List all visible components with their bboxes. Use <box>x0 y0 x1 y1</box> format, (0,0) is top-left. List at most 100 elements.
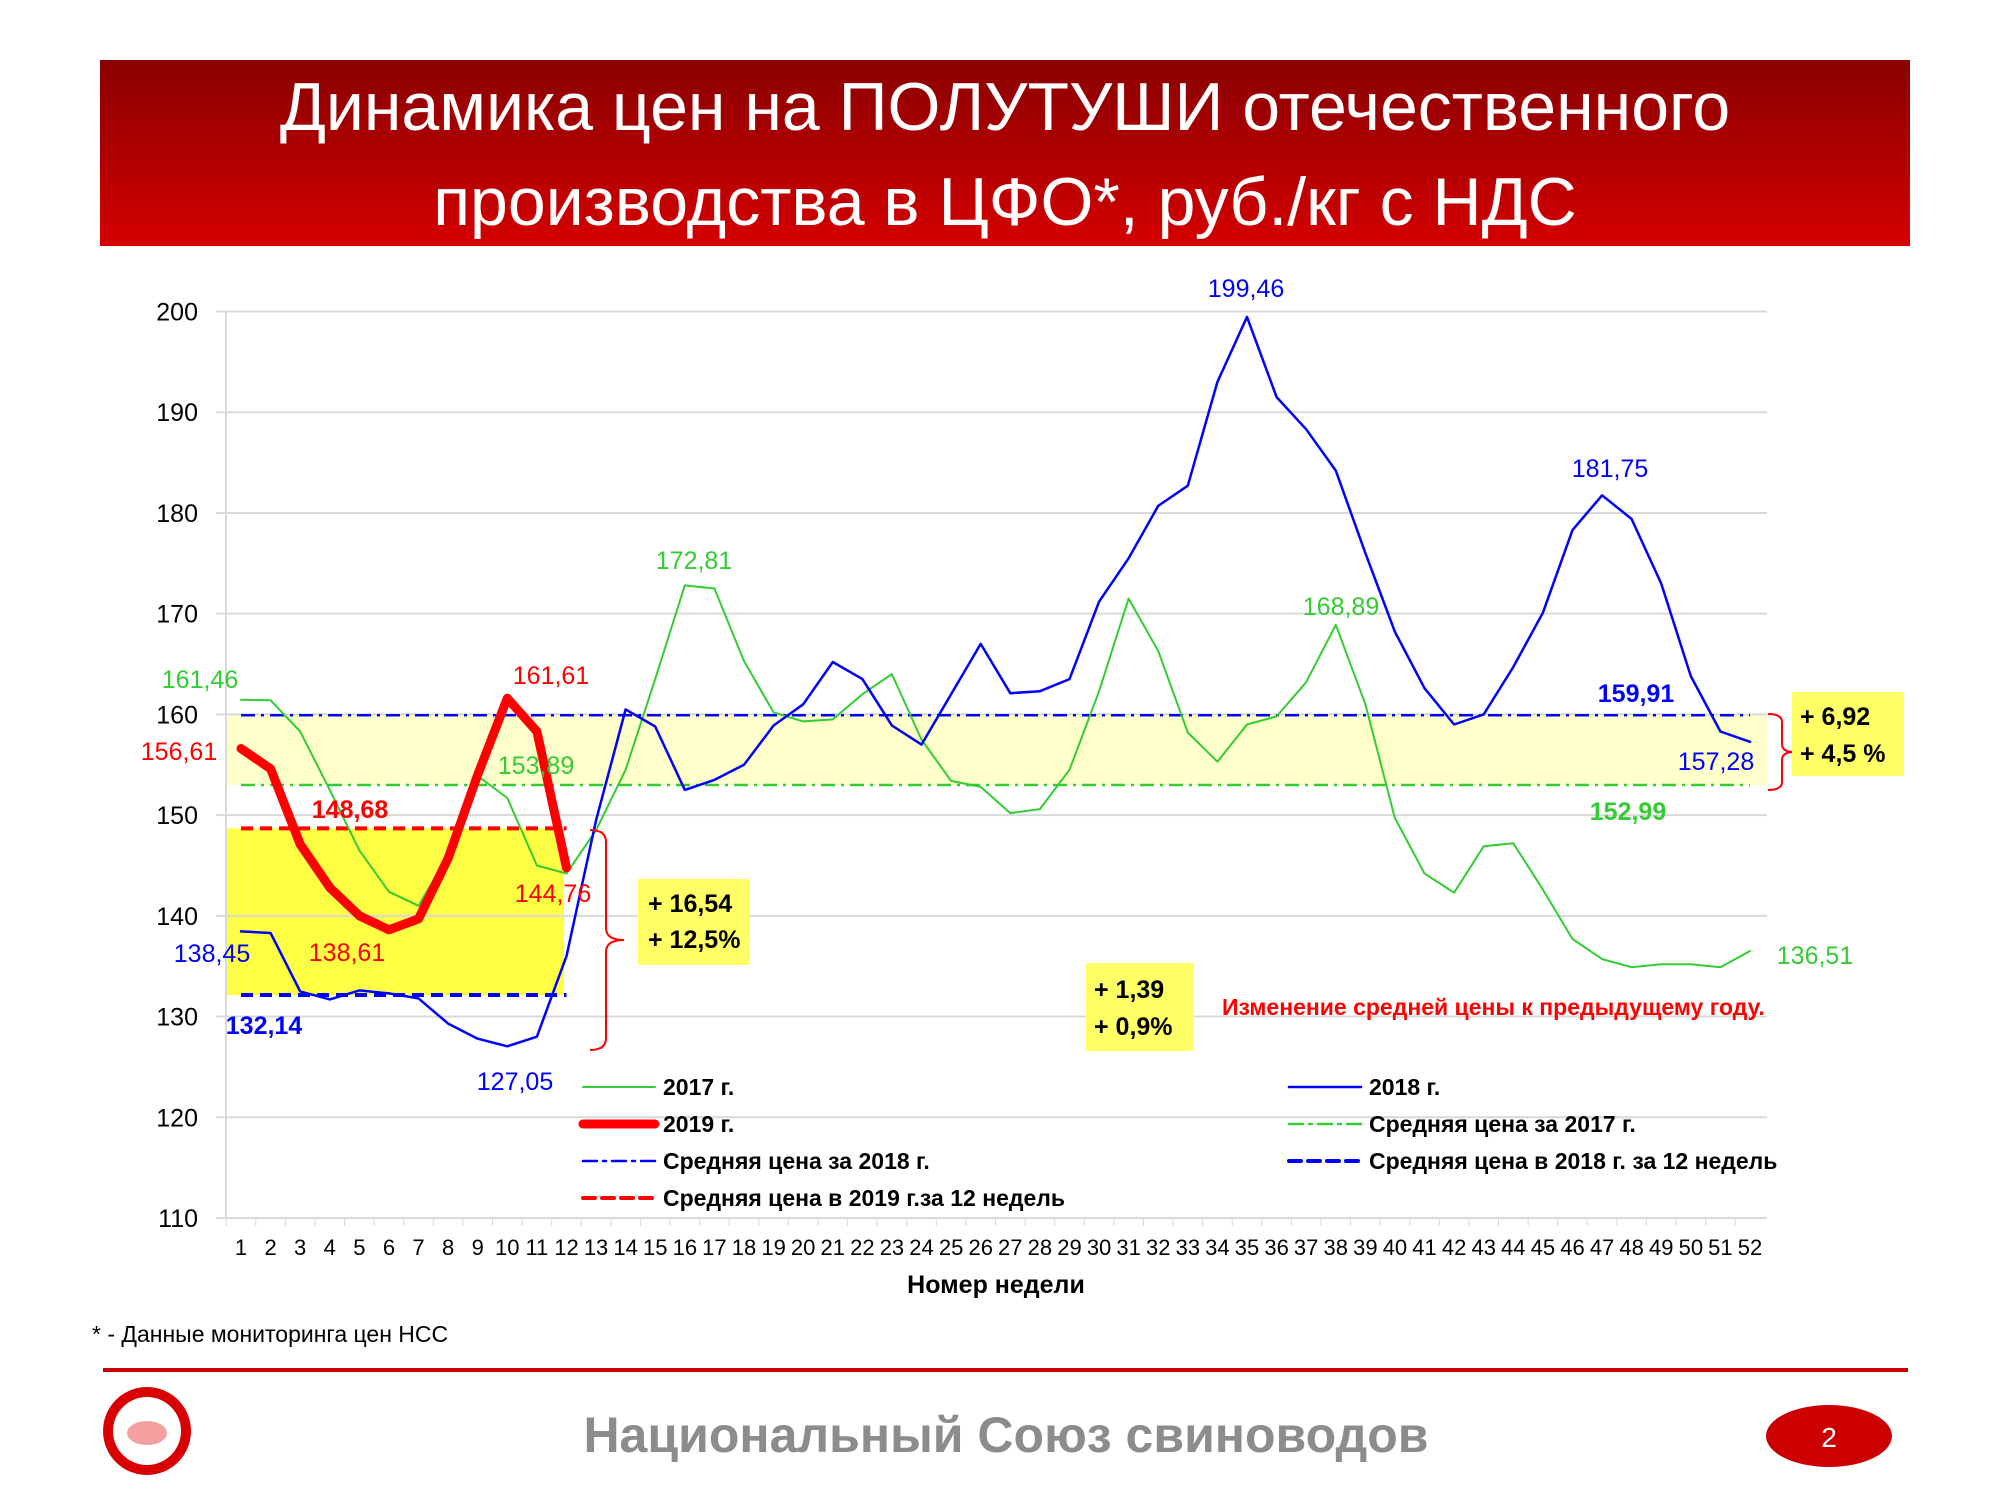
data-label: 144,76 <box>515 880 591 908</box>
legend-item: Средняя цена за 2017 г. <box>1289 1111 1636 1137</box>
change-box-mid: + 1,39 + 0,9% <box>1086 963 1194 1051</box>
x-tick-label: 29 <box>1057 1235 1081 1260</box>
legend-label: Средняя цена в 2018 г. за 12 недель <box>1369 1148 1777 1174</box>
x-tick-label: 45 <box>1531 1235 1555 1260</box>
x-tick-label: 34 <box>1205 1235 1229 1260</box>
x-tick-label: 48 <box>1619 1235 1643 1260</box>
x-tick-label: 9 <box>472 1235 484 1260</box>
x-tick-label: 12 <box>554 1235 578 1260</box>
y-tick-label: 150 <box>156 802 198 830</box>
band-2017-2018 <box>226 715 1767 785</box>
x-tick-label: 51 <box>1708 1235 1732 1260</box>
x-tick-label: 28 <box>1028 1235 1052 1260</box>
x-tick-label: 50 <box>1679 1235 1703 1260</box>
data-label: 127,05 <box>477 1068 553 1096</box>
change-2019-pct: + 12,5% <box>648 926 740 954</box>
data-label: 136,51 <box>1777 942 1853 970</box>
data-label: 199,46 <box>1208 275 1284 303</box>
legend-label: Средняя цена за 2017 г. <box>1369 1111 1636 1137</box>
legend-item: 2018 г. <box>1289 1074 1440 1100</box>
data-label: 168,89 <box>1303 593 1379 621</box>
legend-item: Средняя цена в 2018 г. за 12 недель <box>1289 1148 1777 1174</box>
y-tick-label: 130 <box>156 1004 198 1032</box>
x-axis-title: Номер недели <box>907 1271 1085 1299</box>
y-tick-label: 120 <box>156 1104 198 1132</box>
x-tick-label: 46 <box>1560 1235 1584 1260</box>
x-tick-label: 37 <box>1294 1235 1318 1260</box>
change-2019-abs: + 16,54 <box>648 890 732 918</box>
data-label: 153,89 <box>498 752 574 780</box>
avg-2019-12w-label: 148,68 <box>312 796 389 824</box>
legend-label: 2018 г. <box>1369 1074 1440 1100</box>
legend-item: 2017 г. <box>583 1074 734 1100</box>
y-tick-label: 110 <box>158 1205 198 1233</box>
x-tick-label: 8 <box>442 1235 454 1260</box>
x-tick-label: 31 <box>1116 1235 1140 1260</box>
change-note: Изменение средней цены к предыдущему год… <box>1222 994 1765 1020</box>
x-tick-label: 14 <box>613 1235 637 1260</box>
x-tick-label: 18 <box>732 1235 756 1260</box>
data-label: 157,28 <box>1678 748 1754 776</box>
data-label: 138,45 <box>174 940 250 968</box>
title-line-2: производства в ЦФО*, руб./кг с НДС <box>433 164 1577 240</box>
x-tick-label: 10 <box>495 1235 519 1260</box>
change-mid-abs: + 1,39 <box>1094 976 1164 1004</box>
legend-item: Средняя цена за 2018 г. <box>583 1148 930 1174</box>
y-tick-label: 170 <box>156 601 198 629</box>
x-tick-label: 11 <box>525 1235 548 1260</box>
x-tick-label: 20 <box>791 1235 815 1260</box>
brace-2018 <box>1768 714 1794 790</box>
x-tick-label: 52 <box>1738 1235 1762 1260</box>
change-2018-abs: + 6,92 <box>1800 703 1870 731</box>
legend-label: Средняя цена за 2018 г. <box>663 1148 930 1174</box>
y-tick-label: 200 <box>156 299 198 327</box>
x-tick-label: 1 <box>235 1235 247 1260</box>
x-tick-label: 23 <box>880 1235 904 1260</box>
x-tick-label: 38 <box>1324 1235 1348 1260</box>
change-box-2018: + 6,92 + 4,5 % <box>1792 692 1904 776</box>
y-tick-label: 140 <box>156 903 198 931</box>
y-tick-label: 190 <box>156 399 198 427</box>
x-tick-label: 4 <box>324 1235 336 1260</box>
data-label: 172,81 <box>656 547 732 575</box>
x-tick-label: 47 <box>1590 1235 1614 1260</box>
footer-organization: Национальный Союз свиноводов <box>583 1407 1428 1463</box>
x-tick-label: 44 <box>1501 1235 1525 1260</box>
x-tick-label: 22 <box>850 1235 874 1260</box>
legend: 2017 г. 2018 г. 2019 г. Средняя цена за 201… <box>583 1074 1777 1211</box>
x-tick-label: 35 <box>1235 1235 1259 1260</box>
x-tick-label: 42 <box>1442 1235 1466 1260</box>
x-tick-label: 17 <box>702 1235 726 1260</box>
x-tick-label: 24 <box>909 1235 933 1260</box>
legend-item: 2019 г. <box>583 1111 734 1137</box>
legend-label: 2017 г. <box>663 1074 734 1100</box>
x-tick-label: 41 <box>1412 1235 1436 1260</box>
page-number-badge: 2 <box>1766 1405 1892 1467</box>
average-bands <box>226 715 1767 995</box>
x-tick-label: 3 <box>294 1235 306 1260</box>
band-12-weeks <box>226 828 564 995</box>
x-tick-label: 49 <box>1649 1235 1673 1260</box>
data-label: 156,61 <box>141 738 217 766</box>
data-label: 138,61 <box>309 939 385 967</box>
change-mid-pct: + 0,9% <box>1094 1013 1173 1041</box>
title-line-1: Динамика цен на ПОЛУТУШИ отечественного <box>280 69 1730 145</box>
x-tick-label: 2 <box>264 1235 276 1260</box>
pig-icon <box>127 1421 167 1445</box>
logo <box>103 1387 191 1475</box>
page-number: 2 <box>1821 1422 1837 1453</box>
x-tick-label: 25 <box>939 1235 963 1260</box>
x-tick-label: 21 <box>821 1235 845 1260</box>
data-label: 161,46 <box>162 666 238 694</box>
data-label: 161,61 <box>513 662 589 690</box>
legend-label: Средняя цена в 2019 г.за 12 недель <box>663 1185 1065 1211</box>
x-tick-label: 26 <box>968 1235 992 1260</box>
y-tick-label: 180 <box>156 500 198 528</box>
x-tick-label: 19 <box>761 1235 785 1260</box>
x-tick-label: 6 <box>383 1235 395 1260</box>
data-label: 181,75 <box>1572 455 1648 483</box>
legend-item: Средняя цена в 2019 г.за 12 недель <box>583 1185 1065 1211</box>
x-tick-label: 27 <box>998 1235 1022 1260</box>
